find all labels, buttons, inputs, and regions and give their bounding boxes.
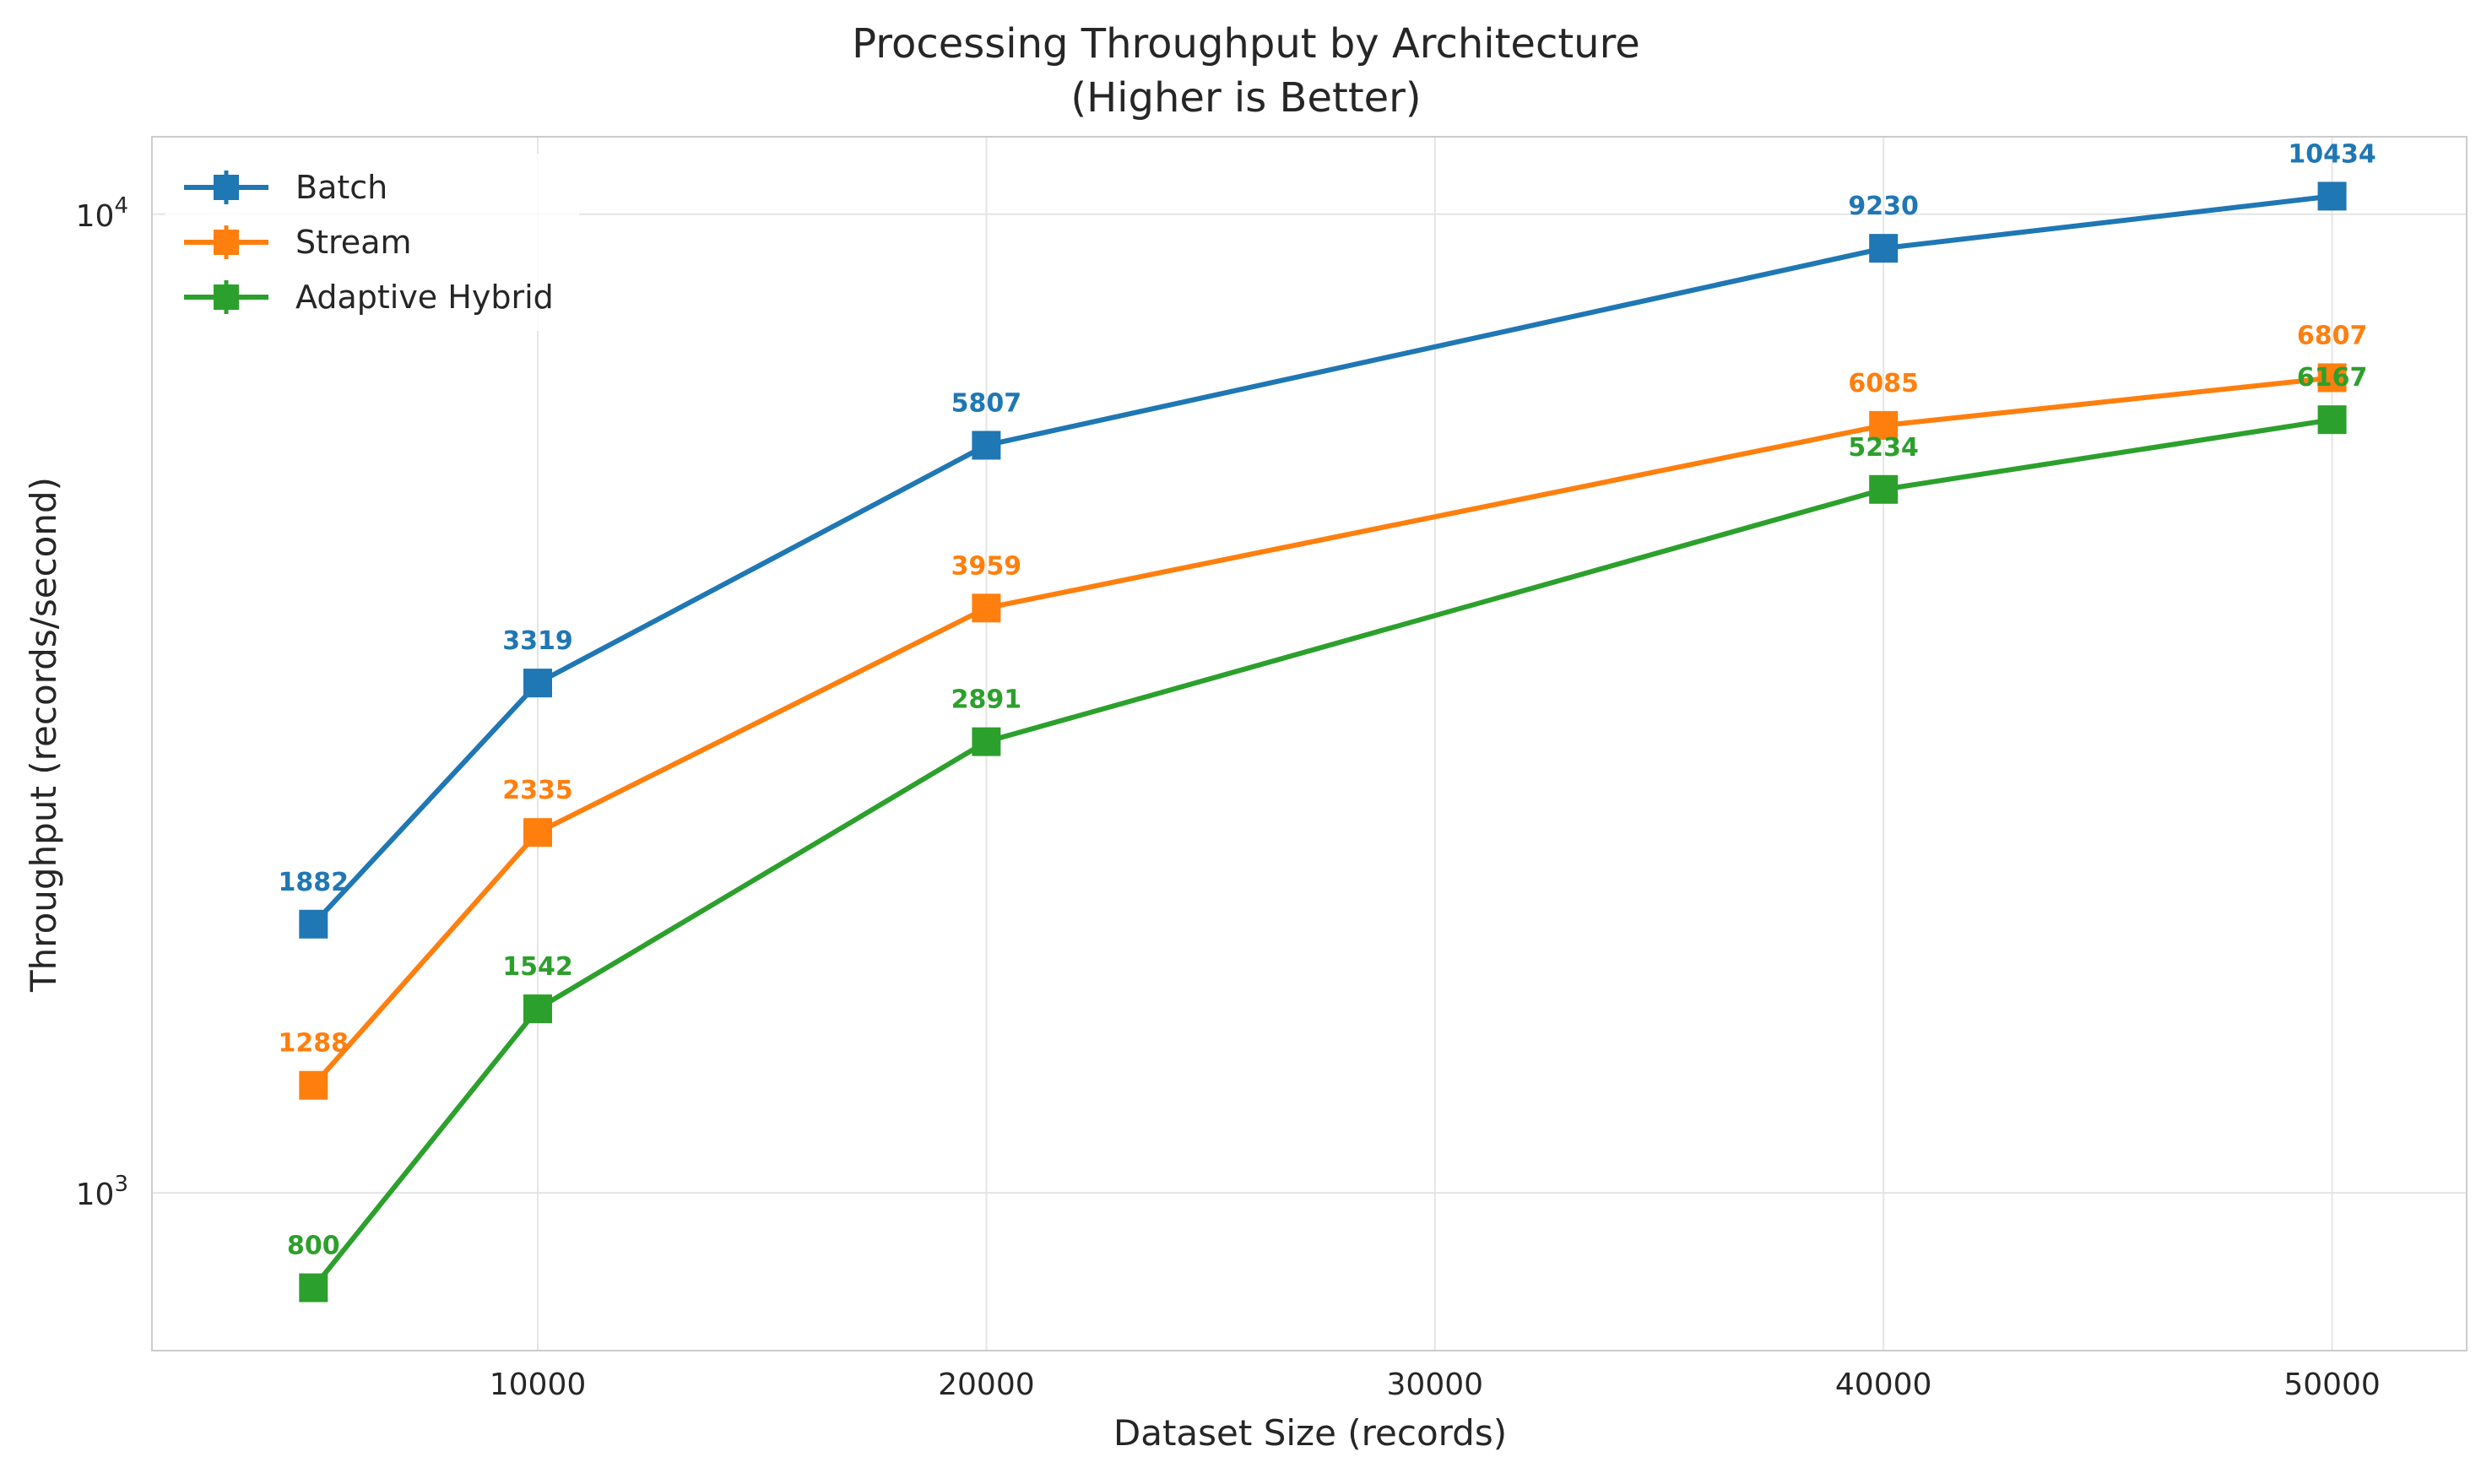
- data-point-marker: [299, 1070, 328, 1100]
- x-tick-label: 10000: [490, 1368, 587, 1402]
- data-point-marker: [972, 727, 1001, 756]
- data-point-marker: [1869, 410, 1899, 440]
- chart-title: Processing Throughput by Architecture: [852, 20, 1640, 68]
- data-label: 6807: [2297, 321, 2368, 350]
- x-tick-label: 50000: [2283, 1368, 2381, 1402]
- data-point-marker: [523, 994, 552, 1024]
- data-point-marker: [523, 669, 552, 698]
- x-tick-label: 40000: [1835, 1368, 1932, 1402]
- data-label: 1882: [279, 868, 349, 897]
- legend-marker: [214, 175, 239, 200]
- chart-subtitle: (Higher is Better): [1070, 74, 1421, 122]
- x-tick-label: 30000: [1387, 1368, 1484, 1402]
- series-lines: [299, 181, 2347, 1303]
- legend-label: Batch: [295, 169, 387, 206]
- data-label: 1542: [502, 952, 573, 982]
- legend-marker: [214, 230, 239, 255]
- plot-area-frame: [151, 136, 2468, 1351]
- data-label: 2891: [951, 685, 1022, 715]
- legend-box: [165, 154, 579, 331]
- x-tick-label: 20000: [938, 1368, 1035, 1402]
- data-label: 6167: [2297, 363, 2368, 393]
- data-label: 2335: [502, 776, 573, 805]
- data-point-marker: [523, 818, 552, 848]
- data-labels: 1882 3319 5807 9230 10434 1288 2335 3959 6085 680…: [279, 139, 2376, 1260]
- data-label: 800: [287, 1232, 340, 1261]
- data-label: 5234: [1848, 433, 1919, 463]
- x-axis-label: Dataset Size (records): [1113, 1412, 1507, 1454]
- data-point-marker: [2317, 405, 2347, 435]
- data-point-marker: [299, 1273, 328, 1303]
- data-label: 10434: [2288, 139, 2376, 169]
- axis-ticks: 10000 20000 30000 40000 50000 103 104: [76, 193, 2381, 1402]
- y-tick-label: 103: [76, 1172, 128, 1212]
- data-label: 3959: [951, 551, 1022, 581]
- data-point-marker: [972, 431, 1001, 460]
- data-label: 5807: [951, 388, 1022, 418]
- data-label: 6085: [1848, 369, 1919, 398]
- legend: Batch Stream Adaptive Hybrid: [165, 154, 579, 331]
- legend-label: Stream: [295, 224, 412, 261]
- data-label: 9230: [1848, 192, 1919, 221]
- data-label: 3319: [502, 626, 573, 656]
- y-axis-label: Throughput (records/second): [23, 477, 64, 993]
- data-label: 1288: [279, 1029, 349, 1059]
- data-point-marker: [972, 593, 1001, 623]
- data-point-marker: [2317, 181, 2347, 211]
- data-point-marker: [1869, 234, 1899, 263]
- legend-label: Adaptive Hybrid: [295, 279, 554, 316]
- data-point-marker: [299, 909, 328, 939]
- data-point-marker: [2317, 363, 2347, 393]
- data-point-marker: [1869, 474, 1899, 504]
- legend-marker: [214, 284, 239, 310]
- y-tick-label: 104: [76, 193, 128, 234]
